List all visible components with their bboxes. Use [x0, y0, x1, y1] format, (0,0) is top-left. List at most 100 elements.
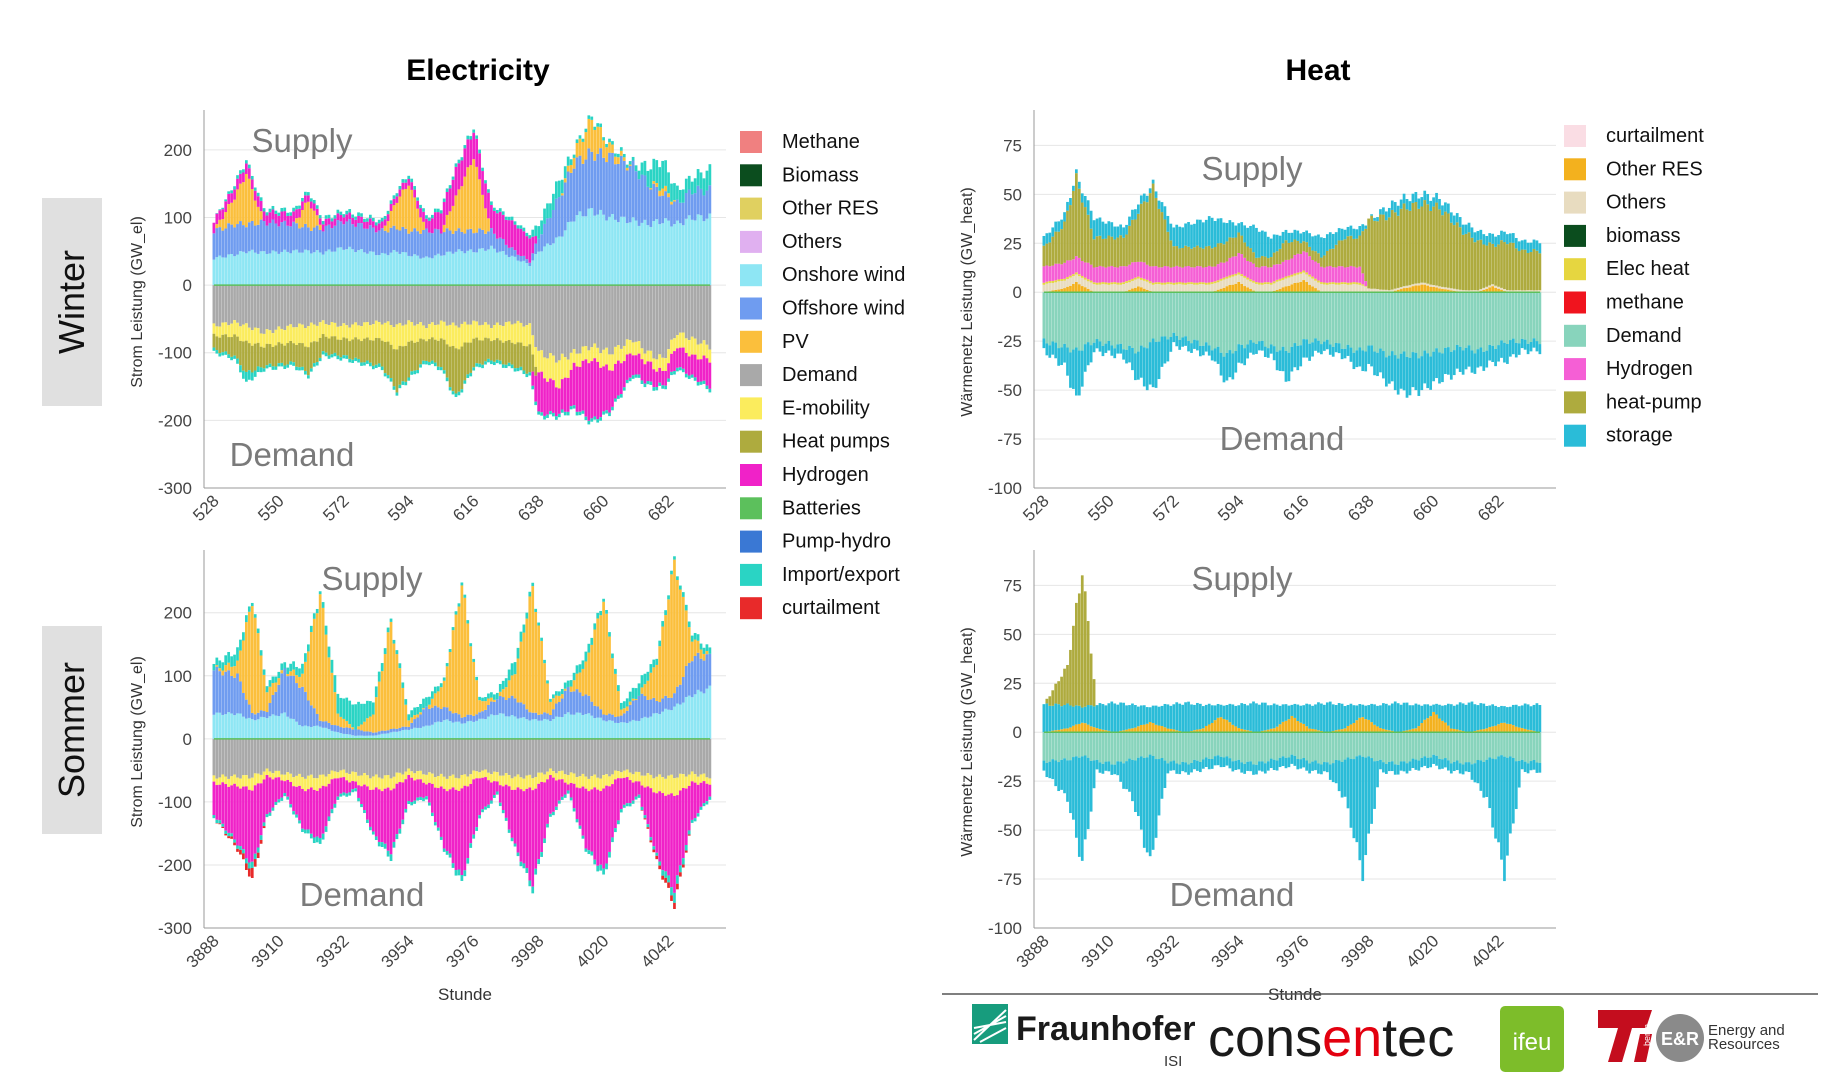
x-tick-label: 682: [644, 491, 677, 524]
bar-storage: [1364, 351, 1368, 372]
bar-demand: [652, 285, 656, 359]
bar-demand: [1057, 732, 1061, 763]
bar-import-export: [357, 701, 360, 727]
bar-elec-heat: [1160, 282, 1164, 285]
bar-heat-pump: [1514, 248, 1518, 291]
bar-heat-pump: [1066, 210, 1069, 261]
bar-demand: [1364, 732, 1368, 758]
bar-hydrogen: [1072, 259, 1075, 275]
bar-demand: [1199, 292, 1202, 346]
bar-offshore-wind: [540, 714, 543, 721]
bar-storage: [1193, 704, 1196, 731]
bar-hydrogen: [1325, 266, 1329, 283]
legend-item-curtailment: curtailment: [740, 597, 880, 620]
bar-onshore-wind: [578, 712, 582, 739]
bar-demand: [655, 738, 659, 777]
bar-hydrogen: [1148, 266, 1152, 282]
bar-offshore-wind: [277, 226, 281, 254]
bar-demand: [1287, 732, 1291, 758]
bar-e-mobility: [640, 775, 644, 786]
bar-demand: [1246, 732, 1249, 762]
bar-heat-pumps: [439, 338, 443, 368]
bar-e-mobility: [519, 322, 523, 343]
bar-demand: [708, 285, 712, 350]
bar-storage: [1311, 342, 1314, 357]
bar-demand: [1057, 292, 1061, 349]
bar-other-res: [1234, 726, 1238, 733]
bar-hydrogen: [513, 224, 517, 251]
bar-storage: [1382, 207, 1385, 215]
bar-pv: [566, 165, 570, 172]
bar-heat-pump: [1305, 242, 1309, 253]
bar-storage: [1181, 704, 1185, 732]
bar-import-export: [696, 634, 700, 641]
bar-heat-pump: [1199, 247, 1202, 267]
bar-onshore-wind: [274, 251, 278, 286]
demand-label: Demand: [300, 876, 425, 913]
bar-onshore-wind: [643, 716, 647, 739]
bar-hydrogen: [274, 777, 278, 802]
bar-demand: [289, 738, 293, 774]
bar-hydrogen: [534, 788, 538, 869]
bar-demand: [407, 738, 411, 769]
bar-pv: [590, 644, 594, 702]
bar-storage: [1506, 234, 1509, 245]
bar-pv: [271, 683, 275, 695]
summer-label: Sommer: [51, 662, 92, 798]
bar-heat-pump: [1157, 208, 1161, 268]
bar-e-mobility: [634, 771, 638, 782]
bar-others: [1355, 284, 1359, 293]
bar-storage: [1246, 227, 1249, 247]
bar-hydrogen: [413, 189, 417, 198]
bar-hydrogen: [602, 788, 605, 869]
bar-offshore-wind: [298, 228, 301, 253]
bar-e-mobility: [702, 340, 706, 356]
bar-import-export: [652, 846, 656, 850]
bar-storage: [1337, 703, 1341, 730]
bar-e-mobility: [475, 771, 479, 779]
bar-demand: [1201, 292, 1205, 346]
bar-storage: [1423, 190, 1427, 201]
bar-e-mobility: [699, 774, 703, 783]
y-axis-label: Wärmenetz Leistung (GW_heat): [959, 627, 976, 856]
bar-import-export: [454, 163, 458, 167]
bar-storage: [1142, 705, 1146, 725]
bar-hydrogen: [1284, 259, 1288, 277]
bar-storage: [1193, 759, 1196, 770]
bar-import-export: [428, 361, 431, 366]
bar-import-export: [584, 848, 588, 852]
bar-hydrogen: [549, 775, 552, 814]
bar-demand: [330, 738, 334, 771]
bar-e-mobility: [354, 322, 357, 338]
bar-e-mobility: [366, 775, 369, 787]
bar-demand: [1266, 732, 1270, 762]
bar-storage: [1494, 759, 1497, 839]
bar-e-mobility: [395, 772, 399, 784]
bar-offshore-wind: [543, 223, 546, 247]
bar-e-mobility: [522, 326, 526, 346]
bar-hydrogen: [507, 786, 511, 830]
bar-demand: [1373, 292, 1376, 352]
bar-hydrogen: [371, 221, 375, 228]
bar-hydrogen: [392, 198, 396, 206]
bar-offshore-wind: [628, 165, 632, 223]
bar-storage: [1509, 756, 1512, 834]
bar-pv: [631, 698, 635, 701]
bar-offshore-wind: [360, 223, 363, 250]
bar-e-mobility: [245, 775, 248, 787]
bar-storage: [1258, 761, 1261, 771]
bar-demand: [348, 738, 352, 775]
bar-import-export: [681, 592, 685, 597]
bar-storage: [1302, 339, 1306, 358]
bar-other-res: [1057, 289, 1061, 293]
bar-pv: [448, 211, 452, 231]
bar-demand: [1219, 292, 1223, 353]
bar-demand: [484, 738, 487, 770]
bar-demand: [369, 738, 372, 779]
bar-heat-pumps: [498, 340, 502, 361]
bar-onshore-wind: [513, 716, 517, 739]
bar-elec-heat: [1240, 274, 1244, 277]
bar-pv: [262, 674, 266, 712]
bar-import-export: [262, 669, 266, 675]
bar-demand: [1438, 732, 1441, 759]
